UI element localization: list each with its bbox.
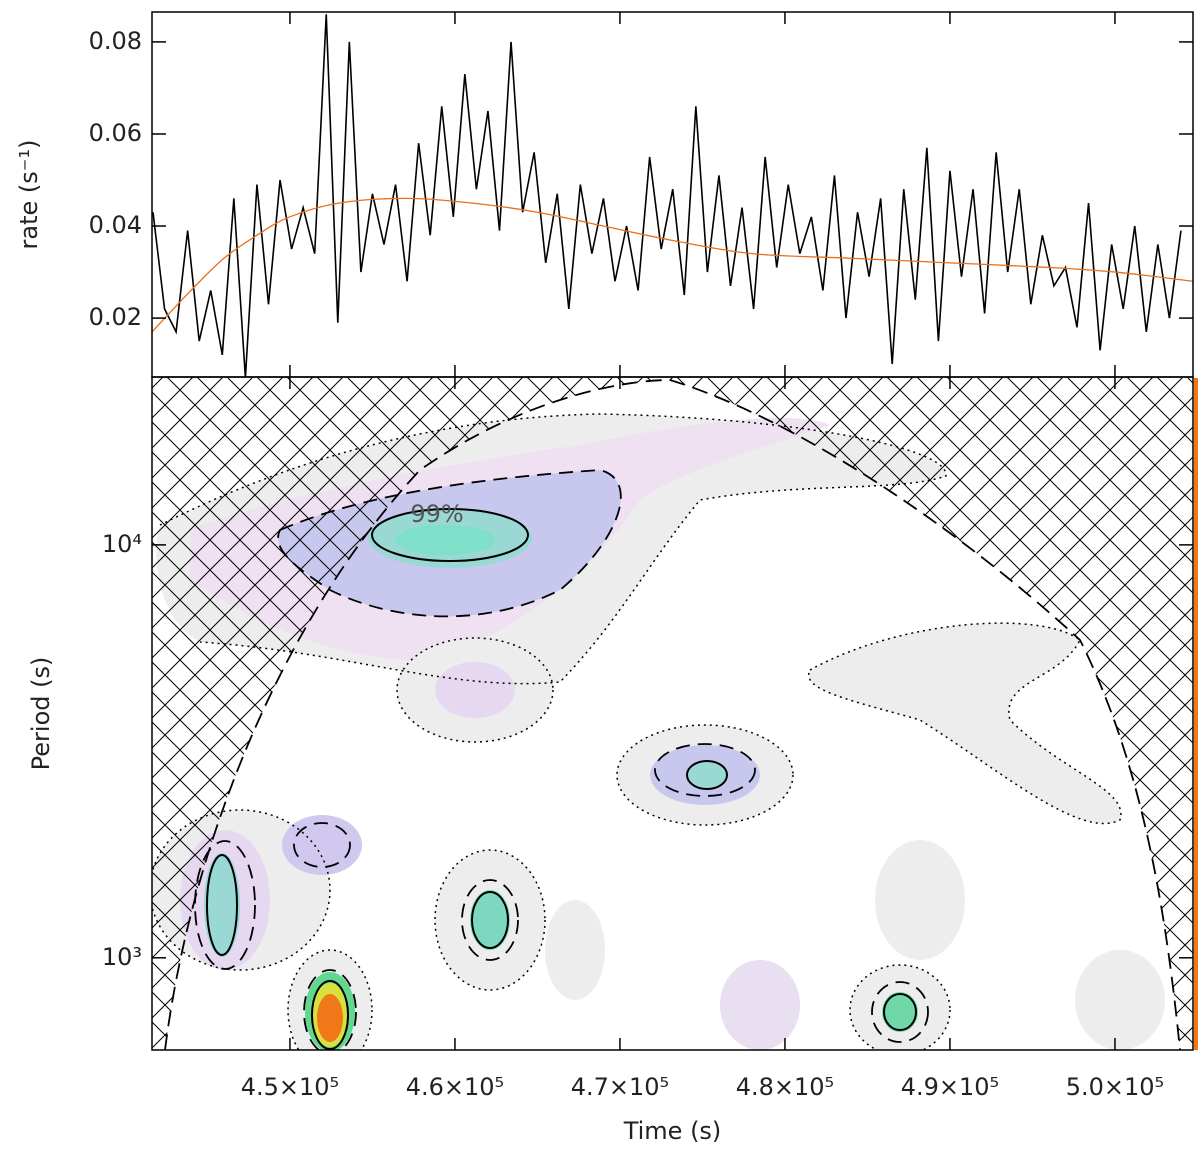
annotation: 99% [410,500,463,528]
y-tick-label: 0.08 [89,27,142,55]
y-tick-label: 0.06 [89,119,142,147]
x-tick-label: 4.9×10⁵ [901,1073,999,1101]
x-tick-label: 4.6×10⁵ [406,1073,504,1101]
cone-of-influence-hatch [152,377,1193,1050]
power-level-1 [875,840,965,960]
x-axis-label: Time (s) [623,1117,722,1145]
x-tick-label: 4.7×10⁵ [571,1073,669,1101]
y-axis-label: Period (s) [27,657,55,771]
contour-99 [206,508,917,1050]
power-level-4 [204,853,240,957]
y-tick-label: 0.04 [89,211,142,239]
series-line [152,197,1193,333]
power-level-1 [808,623,1121,824]
series-line [152,14,1182,377]
y-axis-label: rate (s⁻¹) [15,140,43,250]
power-level-1 [1075,950,1165,1050]
power-level-2 [435,662,515,718]
power-level-4 [882,992,918,1032]
x-tick-label: 4.8×10⁵ [736,1073,834,1101]
power-level-4 [470,890,510,950]
power-level-4 [687,761,727,789]
cone-of-influence [164,379,1181,1050]
y-tick-label: 10³ [102,943,142,971]
wavelet-power [152,377,1193,1050]
x-tick-label: 5.0×10⁵ [1066,1073,1164,1101]
power-level-1 [545,900,605,1000]
y-tick-label: 0.02 [89,303,142,331]
contour-dashed [194,469,929,1050]
x-tick-label: 4.5×10⁵ [241,1073,339,1101]
power-level-7 [317,994,343,1042]
y-tick-label: 10⁴ [102,530,142,558]
plot-lines [152,14,1193,377]
power-level-5 [395,525,495,555]
plot-frame [151,376,1194,1051]
power-level-1 [720,960,800,1050]
